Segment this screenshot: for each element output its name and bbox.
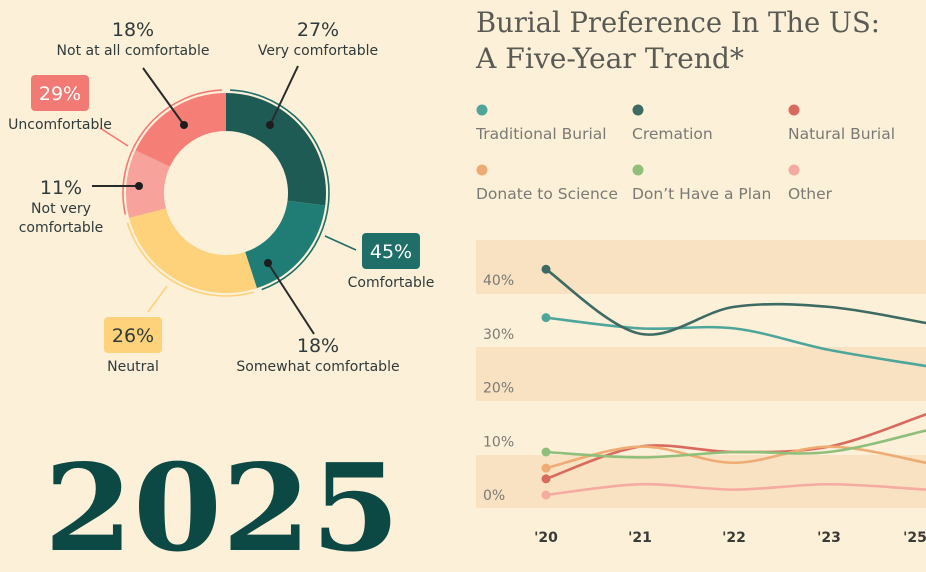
neutral-bracket [147,285,168,313]
series-line [544,429,926,459]
donut-segment-notvery [126,150,171,218]
grid-band [476,347,926,401]
chart-title-line2: A Five-Year Trend* [475,42,744,75]
neutral-badge [104,317,162,353]
notvery-label-line2: comfortable [19,220,104,236]
comfortable-badge [362,233,420,269]
leader-dot-very [266,121,274,129]
donut-segment-somewhat [244,200,326,289]
donut-group-arc-comfortable [230,89,330,291]
year-heading: 2025 [44,438,400,572]
comfortable-bracket [324,235,357,251]
comfortable-label: Comfortable [348,275,435,291]
legend-label: Other [788,185,833,203]
legend-label: Cremation [632,125,713,143]
x-tick-label: '22 [722,530,746,546]
leader-dot-somewhat [264,259,272,267]
y-tick-label: 0% [483,488,505,504]
series-start-point [541,447,551,457]
leader-line-very [269,65,299,126]
donut-group-arc-uncomfortable [122,89,222,215]
neutral-pct: 26% [112,325,154,347]
neutral-label: Neutral [107,359,159,375]
uncomfortable-bracket [99,127,129,147]
leader-dot-notvery [135,182,143,190]
legend-swatch [476,164,488,176]
donut-group-arcs [99,89,357,313]
donut-chart [99,89,357,313]
chart-title-line1: Burial Preference In The US: [476,6,880,39]
uncomfortable-label: Uncomfortable [8,117,112,133]
series-line [544,445,926,470]
y-tick-label: 20% [483,381,514,397]
notatall-label: Not at all comfortable [57,43,210,59]
legend-label: Natural Burial [788,125,895,143]
legend-label: Donate to Science [476,185,618,203]
donut-group-arc-neutral [126,222,255,297]
donut-segment-notatall [135,93,227,168]
notvery-label-line1: Not very [31,201,91,217]
leader-dots [135,121,274,267]
notvery-pct: 11% [40,177,82,199]
grid-band [476,240,926,294]
series-start-point [541,313,551,323]
grid-band [476,455,926,508]
uncomfortable-pct: 29% [39,83,81,105]
donut-segment-neutral [129,207,257,293]
chart-legend: Traditional Burial Cremation Natural Buria… [475,104,895,203]
very-label: Very comfortable [258,43,378,59]
donut-segments [126,93,326,293]
legend-label: Traditional Burial [475,125,607,143]
series-start-point [541,463,551,473]
y-tick-label: 30% [483,327,514,343]
x-tick-label: '25 [903,530,926,546]
leader-line-somewhat [267,262,315,335]
notatall-pct: 18% [112,19,154,41]
somewhat-label: Somewhat comfortable [236,359,399,375]
series-line [544,267,926,336]
series-start-point [541,264,551,274]
line-chart-plot: 40% 30% 20% 10% 0% '20 '21 '22 '23 '25 [476,240,926,546]
legend-swatch [788,104,800,116]
leader-line-notatall [142,67,185,126]
uncomfortable-badge [31,75,89,111]
series-start-point [541,490,551,500]
legend-swatch [632,104,644,116]
donut-leader-lines [92,65,315,335]
series-line [544,316,926,368]
y-tick-label: 10% [483,434,514,450]
series-line [544,482,926,497]
x-tick-label: '23 [817,530,841,546]
legend-swatch [476,104,488,116]
x-tick-label: '21 [628,530,652,546]
very-pct: 27% [297,19,339,41]
legend-swatch [632,164,644,176]
leader-dot-notatall [180,121,188,129]
somewhat-pct: 18% [297,335,339,357]
legend-label: Don’t Have a Plan [632,185,771,203]
series-start-point [541,474,551,484]
comfortable-pct: 45% [370,241,412,263]
x-tick-label: '20 [534,530,558,546]
y-tick-label: 40% [483,273,514,289]
donut-segment-very [225,93,326,206]
legend-swatch [788,164,800,176]
